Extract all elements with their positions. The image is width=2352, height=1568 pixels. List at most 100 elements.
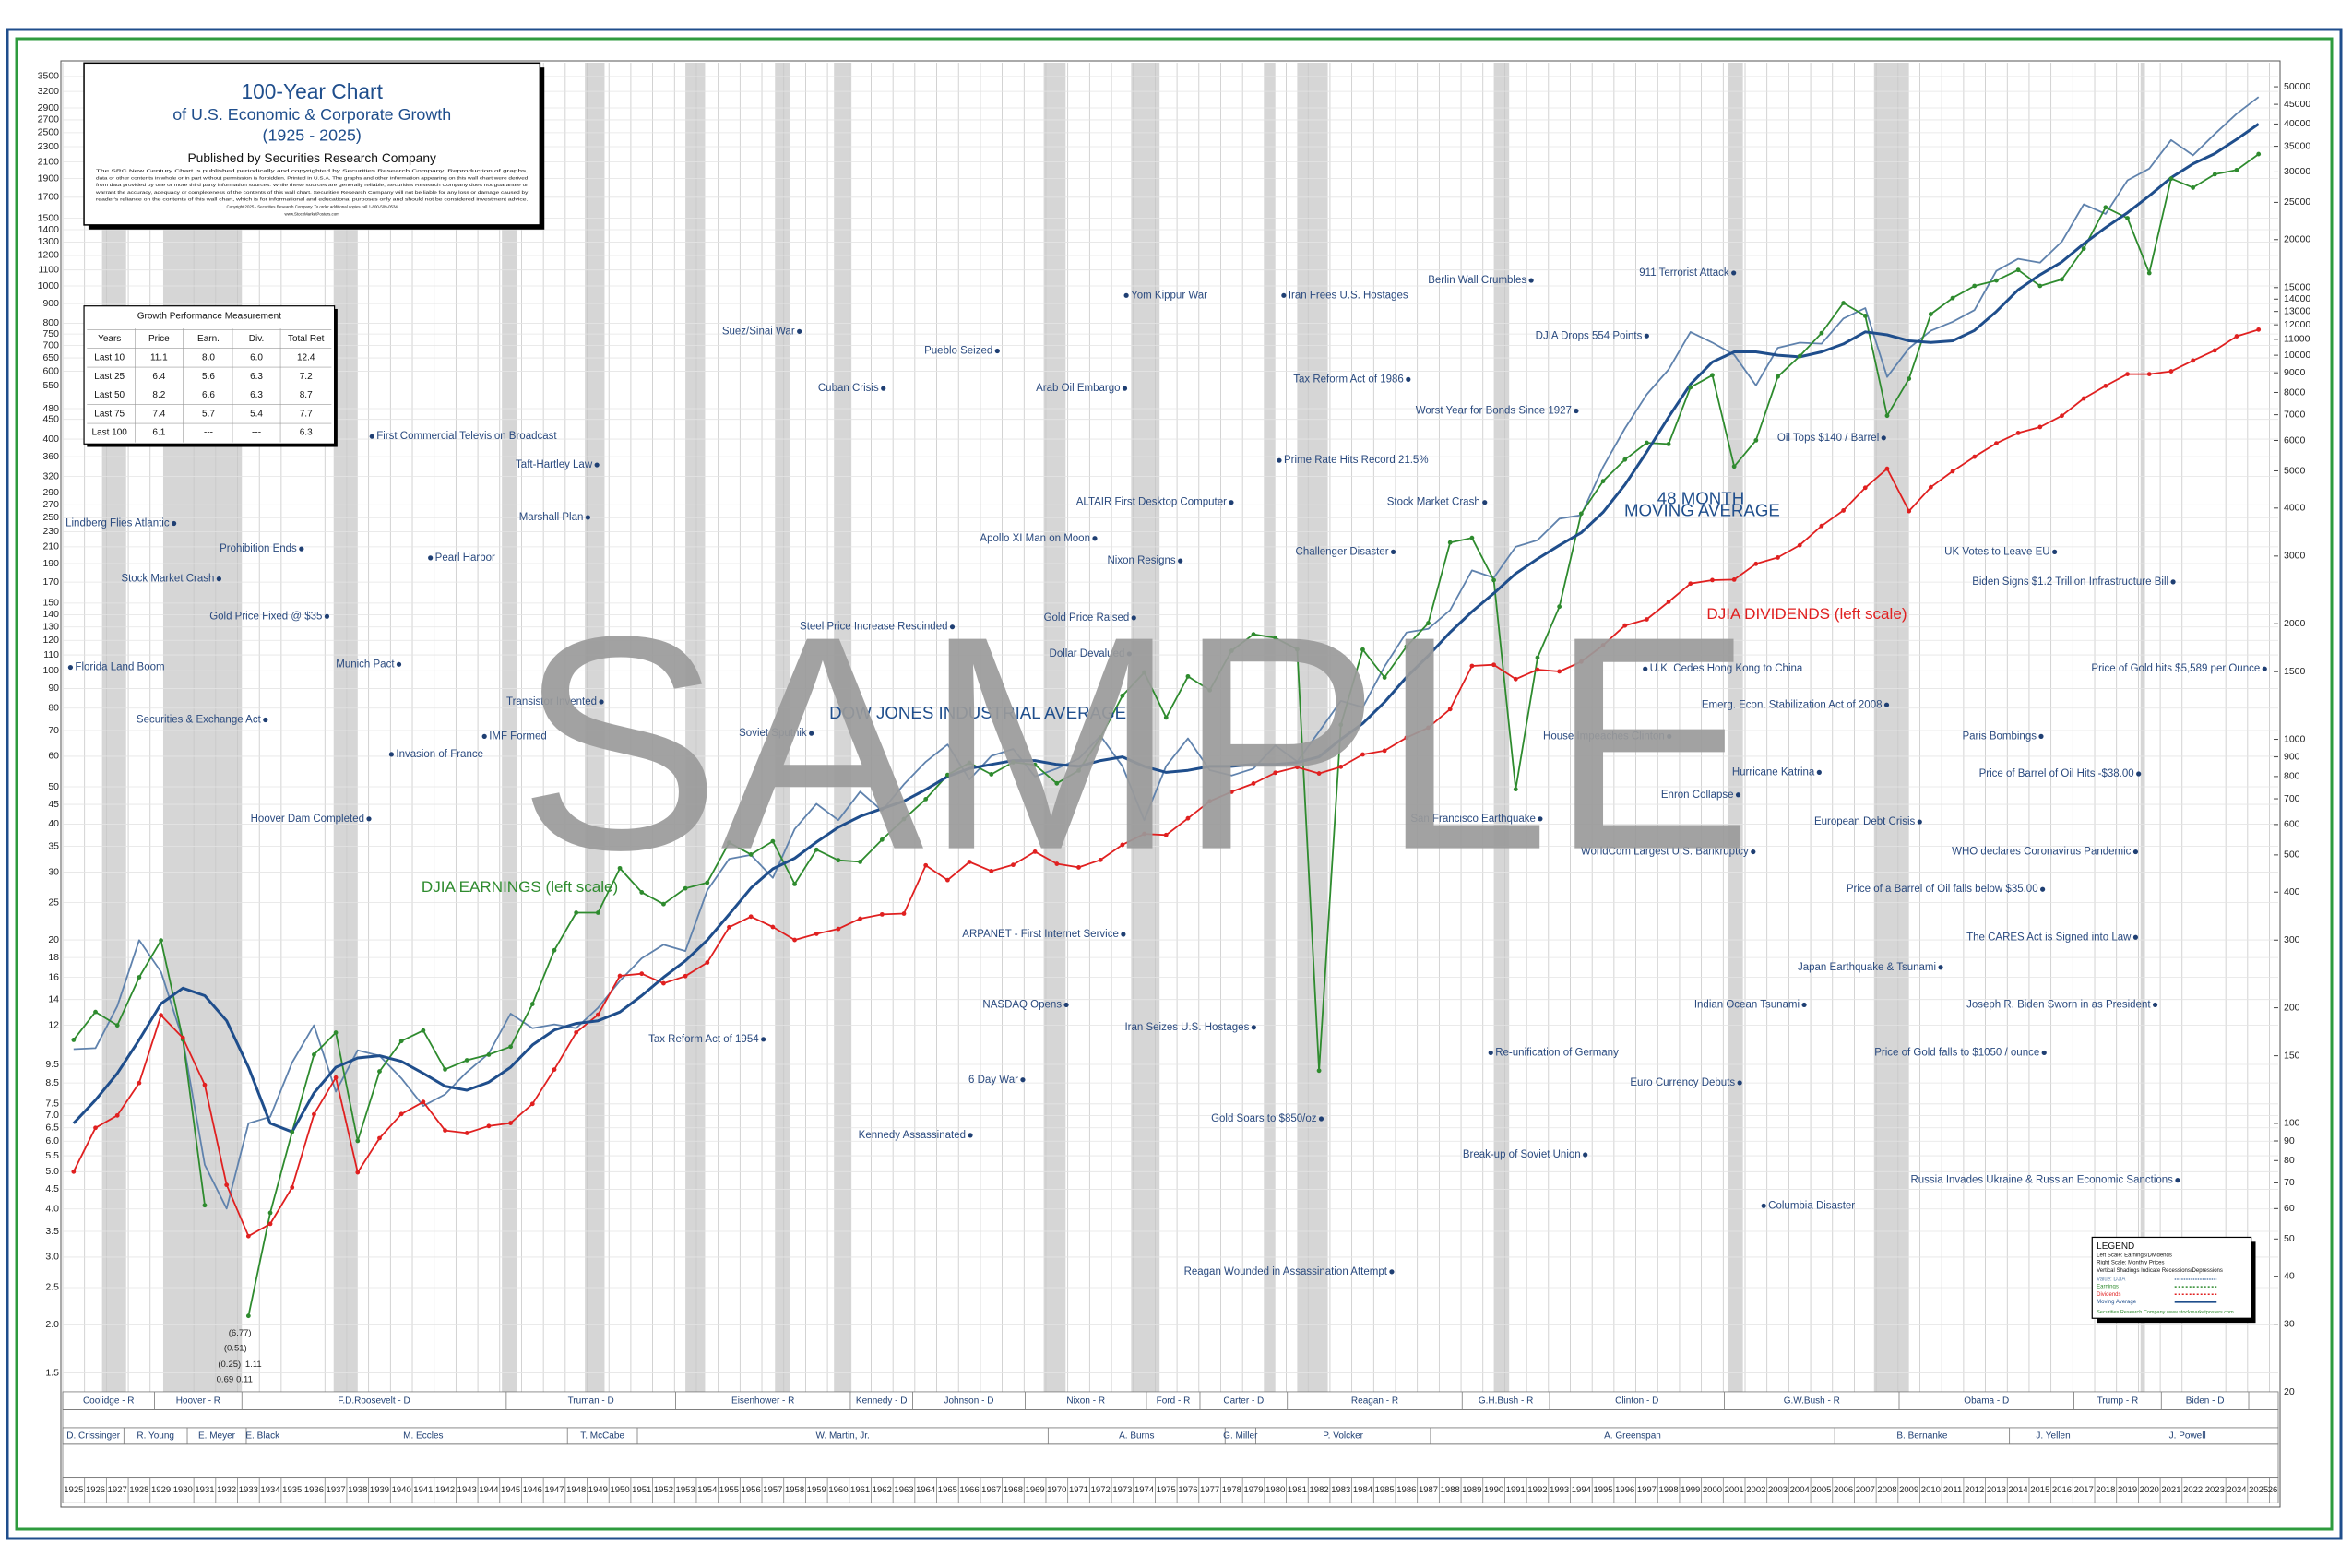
series-point (1928, 312, 1933, 316)
event-dot (1528, 278, 1534, 283)
event-label: Prime Rate Hits Record 21.5% (1284, 455, 1429, 466)
series-point (1753, 561, 1759, 566)
event-dot (2041, 1050, 2047, 1056)
series-point (944, 772, 950, 778)
series-point (114, 1023, 120, 1028)
event-label: Re-unification of Germany (1495, 1047, 1619, 1058)
x-tick-label: 2022 (2183, 1485, 2203, 1495)
earnings-note: (0.25) (218, 1360, 241, 1370)
series-point (355, 1138, 361, 1144)
fed-chair-label: B. Bernanke (1896, 1431, 1947, 1442)
fed-chair-label: T. McCabe (580, 1431, 624, 1442)
y-tick-label: 6.5 (45, 1123, 59, 1134)
series-point (2212, 348, 2217, 353)
event-label: Japan Earthquake & Tsunami (1798, 962, 1936, 973)
series-point (639, 890, 645, 895)
series-point (1447, 707, 1453, 712)
series-point (93, 1125, 98, 1131)
y-tick-label: 4.5 (45, 1183, 59, 1194)
table-cell: 6.3 (250, 390, 263, 400)
series-point (2015, 430, 2021, 435)
y-tick-label: 550 (42, 380, 59, 391)
event-dot (881, 386, 886, 391)
event-label: Worst Year for Bonds Since 1927 (1416, 406, 1572, 417)
plot-frame (60, 60, 2281, 1508)
x-tick-label: 1949 (588, 1485, 608, 1495)
y2-tick-label: 1500 (2284, 666, 2306, 677)
series-point (2103, 383, 2108, 388)
series-point (1273, 770, 1278, 776)
x-tick-label: 1954 (697, 1485, 717, 1495)
event-dot (1731, 270, 1737, 276)
series-point (661, 980, 666, 986)
x-tick-label: 2004 (1790, 1485, 1810, 1495)
event-label: Soviet Sputnik (739, 728, 807, 739)
x-tick-label: 1996 (1615, 1485, 1634, 1495)
series-point (1316, 771, 1322, 776)
x-tick-label: 2007 (1856, 1485, 1875, 1495)
series-point (508, 1121, 514, 1125)
series-point (1011, 760, 1016, 765)
event-dot (1123, 292, 1129, 298)
president-label: Eisenhower - R (731, 1396, 794, 1406)
series-point (1666, 600, 1671, 604)
y-tick-label: 25 (48, 897, 59, 908)
y-tick-label: 2900 (38, 102, 60, 113)
y-tick-label: 230 (42, 526, 59, 537)
table-header: Div. (249, 334, 264, 344)
event-label: NASDAQ Opens (982, 999, 1062, 1010)
x-tick-label: 1992 (1527, 1485, 1547, 1495)
series-point (1360, 647, 1365, 652)
event-dot (1735, 792, 1741, 798)
series-point (574, 910, 579, 915)
earnings-note: (6.77) (229, 1328, 252, 1338)
x-tick-label: 2009 (1899, 1485, 1918, 1495)
fed-chair-label: J. Powell (2169, 1431, 2206, 1442)
series-point (1535, 667, 1540, 672)
series-point (2146, 372, 2152, 377)
x-tick-label: 2015 (2030, 1485, 2049, 1495)
event-dot (1122, 386, 1128, 391)
x-tick-label: 1976 (1178, 1485, 1197, 1495)
series-point (1688, 385, 1693, 390)
y2-tick-label: 8000 (2284, 386, 2306, 398)
series-point (1404, 644, 1409, 649)
event-dot (2136, 771, 2142, 777)
x-tick-label: 2016 (2052, 1485, 2072, 1495)
y-tick-label: 1300 (38, 236, 60, 247)
series-point (1557, 669, 1562, 674)
x-tick-label: 1945 (501, 1485, 520, 1495)
recession-band (585, 63, 605, 1392)
event-dot (594, 462, 600, 468)
y-tick-label: 60 (48, 751, 59, 762)
series-point (1185, 673, 1191, 679)
event-dot (1318, 1116, 1324, 1122)
y2-tick-label: 10000 (2284, 350, 2310, 361)
series-point (879, 837, 885, 842)
y-tick-label: 3.5 (45, 1226, 59, 1237)
event-label: Pueblo Seized (924, 346, 992, 357)
event-dot (1020, 1077, 1026, 1083)
x-tick-label: 1928 (129, 1485, 148, 1495)
y-tick-label: 150 (42, 598, 59, 609)
series-point (770, 924, 776, 930)
series-point (2234, 167, 2239, 172)
event-label: Hoover Dam Completed (251, 814, 364, 825)
x-tick-label: 1953 (676, 1485, 695, 1495)
y2-tick-label: 100 (2284, 1118, 2300, 1129)
x-tick-label: 2001 (1725, 1485, 1744, 1495)
y-tick-label: 12 (48, 1019, 59, 1030)
x-tick-label: 1927 (108, 1485, 127, 1495)
series-label: MOVING AVERAGE (1624, 500, 1780, 519)
event-dot (216, 576, 221, 582)
event-label: Reagan Wounded in Assassination Attempt (1184, 1266, 1388, 1277)
series-point (443, 1128, 447, 1133)
x-tick-label: 1980 (1265, 1485, 1285, 1495)
y-tick-label: 400 (42, 434, 59, 445)
series-point (858, 916, 863, 921)
fed-chair-label: D. Crissinger (66, 1431, 120, 1442)
fed-chair-label: J. Yellen (2036, 1431, 2070, 1442)
event-label: Prohibition Ends (220, 543, 297, 554)
series-point (421, 1099, 426, 1105)
x-tick-label: 1930 (173, 1485, 193, 1495)
